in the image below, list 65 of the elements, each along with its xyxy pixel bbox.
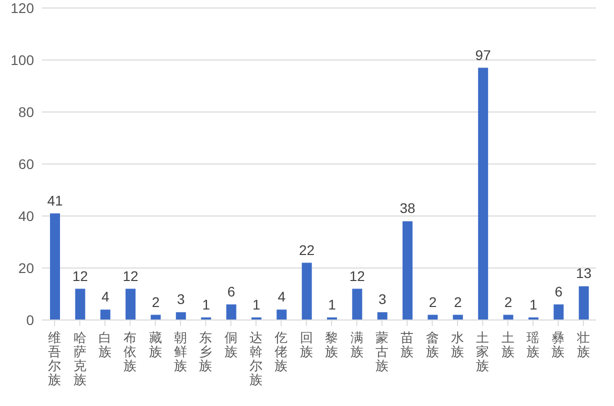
x-tick-label: 仡佬族 [274, 330, 288, 373]
y-tick-label: 60 [18, 156, 34, 172]
data-label: 1 [202, 296, 210, 312]
y-tick-label: 100 [10, 52, 34, 68]
x-tick-label: 彝族 [552, 330, 565, 359]
data-label: 1 [252, 296, 261, 312]
x-tick-label: 畲族 [426, 330, 439, 359]
data-label: 2 [152, 294, 160, 310]
bar [100, 310, 110, 320]
bar [75, 288, 86, 320]
bar [276, 310, 287, 320]
bar [50, 213, 60, 320]
data-label: 12 [349, 268, 366, 284]
data-label: 6 [554, 283, 563, 300]
x-tick-label: 回族 [300, 330, 313, 359]
data-label: 22 [299, 242, 315, 258]
data-label: 4 [278, 288, 286, 305]
x-tick-label: 哈萨克族 [73, 330, 86, 387]
bar [126, 288, 136, 320]
x-tick-label: 土族 [501, 330, 514, 359]
data-label: 2 [504, 294, 512, 310]
bar [402, 221, 413, 320]
bar [377, 312, 388, 320]
x-tick-label: 布依族 [124, 330, 137, 373]
x-tick-label: 土家族 [476, 330, 490, 373]
x-tick-label: 达斡尔族 [250, 330, 263, 387]
bar [302, 262, 312, 320]
y-tick-label: 20 [18, 260, 34, 276]
data-label: 13 [576, 265, 592, 282]
bar [578, 286, 589, 320]
x-tick-label: 苗族 [400, 330, 414, 359]
x-tick-label: 水族 [451, 330, 464, 359]
data-label: 2 [454, 294, 462, 310]
x-tick-label: 瑶族 [526, 330, 540, 359]
x-tick-label: 维吾尔族 [48, 330, 62, 387]
data-label: 97 [475, 46, 492, 63]
x-tick-label: 蒙古族 [375, 330, 388, 373]
x-tick-label: 满族 [350, 330, 364, 359]
x-tick-label: 朝鲜族 [174, 330, 187, 373]
x-tick-label: 黎族 [325, 330, 338, 359]
data-label: 6 [227, 283, 236, 300]
x-tick-label: 东乡族 [199, 330, 212, 373]
x-tick-label: 藏族 [148, 330, 162, 359]
y-tick-label: 120 [10, 0, 34, 16]
bar [176, 312, 186, 320]
data-label: 1 [530, 296, 538, 312]
data-label: 4 [101, 288, 110, 305]
bar [478, 68, 488, 320]
y-tick-label: 80 [18, 104, 34, 120]
data-label: 2 [428, 294, 437, 310]
x-tick-label: 壮族 [576, 330, 590, 359]
bar [226, 304, 236, 320]
x-tick-label: 白族 [98, 330, 112, 359]
data-label: 3 [177, 291, 186, 308]
data-label: 41 [47, 192, 63, 208]
y-tick-label: 40 [18, 208, 34, 224]
data-label: 38 [400, 200, 416, 216]
data-label: 12 [72, 268, 88, 284]
x-tick-label: 侗族 [224, 330, 238, 359]
data-label: 3 [378, 291, 386, 308]
y-tick-label: 0 [26, 312, 34, 328]
bar [352, 288, 362, 320]
bar [554, 304, 564, 320]
data-label: 1 [328, 296, 336, 312]
data-label: 12 [122, 268, 139, 284]
